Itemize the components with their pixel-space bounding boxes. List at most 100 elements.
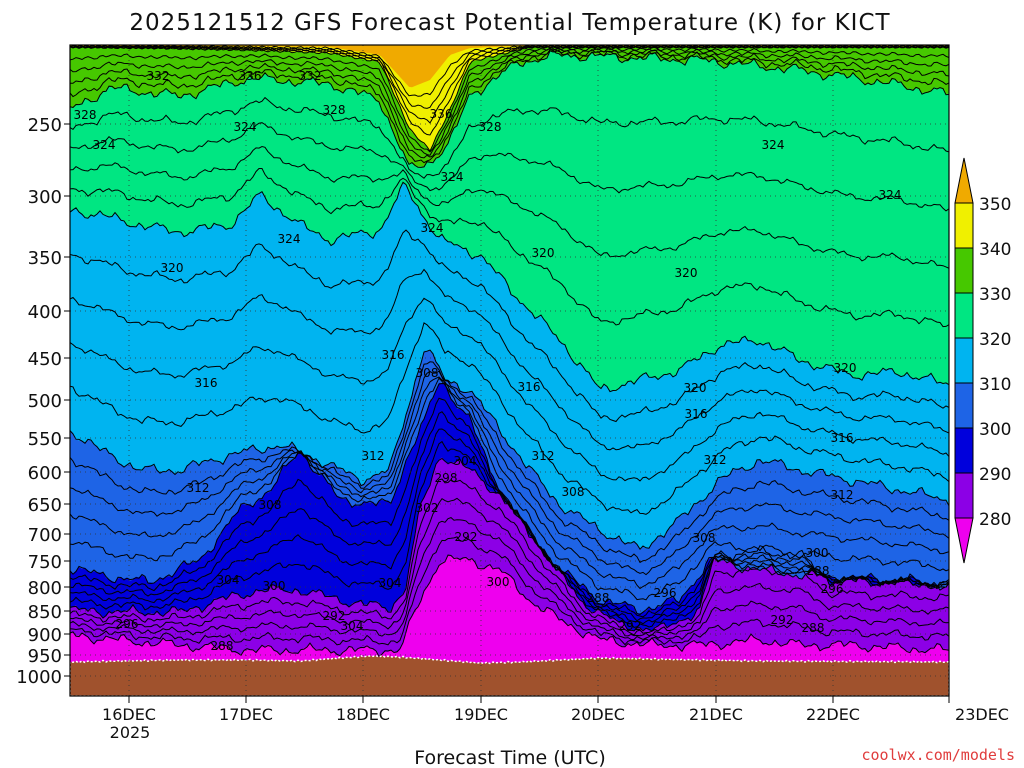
colorbar-label: 330 xyxy=(979,285,1011,305)
colorbar-label: 290 xyxy=(979,465,1011,485)
contour-label: 288 xyxy=(807,564,830,578)
contour-label: 328 xyxy=(74,108,97,122)
contour-label: 296 xyxy=(821,582,844,596)
x-axis-year: 2025 xyxy=(110,723,151,742)
contour-label: 308 xyxy=(562,485,585,499)
contour-label: 328 xyxy=(479,120,502,134)
isentrope-line xyxy=(70,554,949,658)
contour-label: 324 xyxy=(879,188,902,202)
colorbar: 350 340 330 320 310 300 290 280 xyxy=(954,157,1011,564)
contour-label: 292 xyxy=(771,613,794,627)
colorbar-label: 320 xyxy=(979,330,1011,350)
colorbar-segment xyxy=(954,427,974,474)
contour-label: 320 xyxy=(675,266,698,280)
contour-label: 316 xyxy=(382,348,405,362)
isentrope-line xyxy=(70,49,949,164)
y-tick-label: 600 xyxy=(28,463,62,484)
x-tick-label: 22DEC xyxy=(806,705,860,724)
isentrope-line xyxy=(70,145,949,269)
y-axis: 2503003504004505005506006507007508008509… xyxy=(16,115,70,688)
contour-label: 320 xyxy=(834,361,857,375)
contour-label: 292 xyxy=(455,530,478,544)
contour-label: 316 xyxy=(518,380,541,394)
contour-label: 336 xyxy=(239,69,262,83)
isentrope-line xyxy=(70,45,949,97)
y-tick-label: 700 xyxy=(28,525,62,546)
y-tick-label: 550 xyxy=(28,429,62,450)
contour-label: 316 xyxy=(685,407,708,421)
isentrope-line xyxy=(70,411,949,622)
contour-label: 312 xyxy=(532,449,555,463)
isentrope-line xyxy=(70,497,949,637)
chart-title: 2025121512 GFS Forecast Potential Temper… xyxy=(129,10,890,36)
y-tick-label: 1000 xyxy=(16,667,62,688)
contour-label: 316 xyxy=(831,431,854,445)
colorbar-label: 310 xyxy=(979,375,1011,395)
contour-label: 292 xyxy=(619,619,642,633)
contour-label: 288 xyxy=(802,621,825,635)
y-tick-label: 800 xyxy=(28,578,62,599)
contour-label: 308 xyxy=(693,531,716,545)
isentrope-line xyxy=(70,370,949,576)
y-tick-label: 950 xyxy=(28,646,62,667)
colorbar-segment xyxy=(954,292,974,339)
x-tick-label: 20DEC xyxy=(571,705,625,724)
y-tick-label: 250 xyxy=(28,115,62,136)
isentrope-line xyxy=(70,122,949,212)
y-tick-label: 350 xyxy=(28,248,62,269)
contour-label: 324 xyxy=(441,170,464,184)
colorbar-segment xyxy=(954,472,974,519)
isentrope-line xyxy=(70,322,949,515)
isentrope-line xyxy=(70,96,949,179)
contour-label: 324 xyxy=(93,138,116,152)
isentrope-lines xyxy=(70,45,949,658)
contour-label: 288 xyxy=(587,591,610,605)
isentrope-line xyxy=(70,349,949,551)
contour-label: 300 xyxy=(806,546,829,560)
y-tick-label: 650 xyxy=(28,495,62,516)
y-tick-label: 850 xyxy=(28,602,62,623)
contour-label: 300 xyxy=(487,575,510,589)
colorbar-label: 350 xyxy=(979,195,1011,215)
band-above-330 xyxy=(70,45,949,168)
plot-frame xyxy=(69,44,950,697)
isentrope-line xyxy=(70,48,949,159)
isentrope-line xyxy=(70,440,949,628)
y-tick-label: 450 xyxy=(28,349,62,370)
contour-label: 292 xyxy=(323,609,346,623)
y-tick-label: 400 xyxy=(28,302,62,323)
contour-label: 300 xyxy=(263,579,286,593)
contour-label: 324 xyxy=(234,120,257,134)
grid-lines xyxy=(70,45,949,696)
isentrope-line xyxy=(70,377,949,601)
isentrope-line xyxy=(70,229,949,423)
isentrope-line xyxy=(70,181,949,393)
contour-label: 316 xyxy=(195,376,218,390)
x-tick-label: 23DEC xyxy=(955,705,1009,724)
isentrope-line xyxy=(70,268,949,451)
y-tick-label: 500 xyxy=(28,391,62,412)
isentrope-line xyxy=(70,361,949,564)
colorbar-segment xyxy=(954,247,974,294)
y-tick-label: 750 xyxy=(28,552,62,573)
colorbar-extend-top xyxy=(954,157,974,204)
contour-label: 304 xyxy=(341,619,364,633)
cold-pool-region xyxy=(730,645,810,662)
contour-label: 320 xyxy=(532,246,555,260)
plot-area xyxy=(70,45,949,696)
isentrope-line xyxy=(70,382,949,615)
colorbar-label: 300 xyxy=(979,420,1011,440)
colorbar-segment xyxy=(954,382,974,429)
contour-label: 308 xyxy=(416,366,439,380)
colorbar-segment xyxy=(954,337,974,384)
contour-label: 324 xyxy=(762,138,785,152)
contour-label: 324 xyxy=(421,221,444,235)
isentrope-line xyxy=(70,536,949,646)
contour-label: 332 xyxy=(299,69,322,83)
contour-label: 312 xyxy=(704,453,727,467)
ground-terrain xyxy=(70,654,949,696)
isentrope-line xyxy=(70,46,949,153)
contour-label: 308 xyxy=(259,498,282,512)
colorbar-label: 340 xyxy=(979,240,1011,260)
